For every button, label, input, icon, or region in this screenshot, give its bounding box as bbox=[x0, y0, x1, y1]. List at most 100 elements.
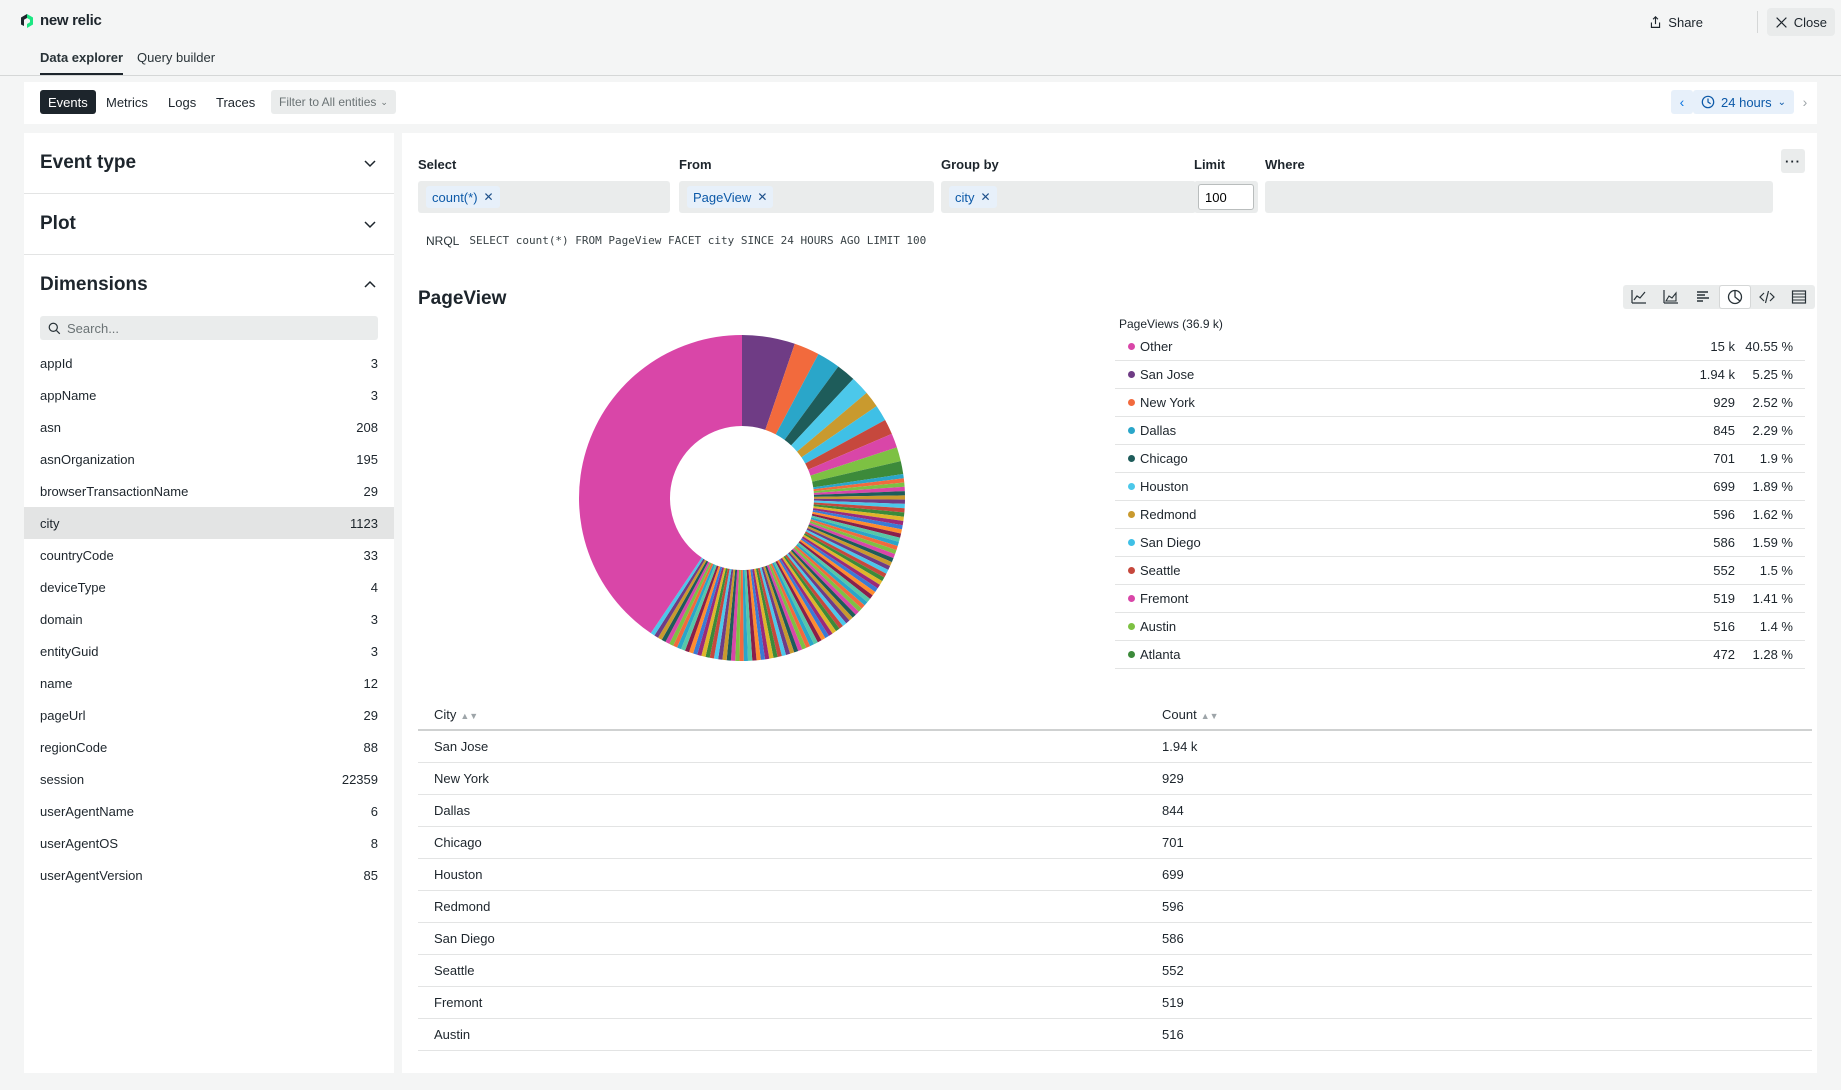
pie-slice[interactable] bbox=[579, 335, 742, 634]
time-range-dropdown[interactable]: 24 hours ⌄ bbox=[1693, 90, 1794, 114]
tab-query-builder[interactable]: Query builder bbox=[137, 50, 216, 65]
from-field[interactable]: PageView ✕ bbox=[679, 181, 934, 213]
pie-slice[interactable] bbox=[673, 563, 714, 648]
pie-slice[interactable] bbox=[807, 526, 892, 567]
pie-slice[interactable] bbox=[813, 498, 905, 504]
pie-slice[interactable] bbox=[811, 513, 902, 538]
dimension-item-appName[interactable]: appName 3 bbox=[24, 379, 394, 411]
pie-slice[interactable] bbox=[744, 569, 753, 661]
pie-slice[interactable] bbox=[722, 569, 736, 661]
pie-slice[interactable] bbox=[812, 510, 903, 530]
previous-time-button[interactable]: ‹ bbox=[1671, 90, 1694, 114]
pie-slice[interactable] bbox=[813, 486, 905, 495]
pie-slice[interactable] bbox=[684, 565, 719, 653]
pie-slice[interactable] bbox=[718, 569, 734, 660]
pie-slice[interactable] bbox=[781, 556, 837, 634]
pie-slice[interactable] bbox=[792, 548, 859, 615]
pie-slice[interactable] bbox=[805, 529, 889, 574]
nrql-query[interactable]: SELECT count(*) FROM PageView FACET city… bbox=[469, 234, 927, 247]
pie-slice[interactable] bbox=[750, 569, 766, 660]
pie-slice[interactable] bbox=[742, 335, 795, 430]
pie-slice[interactable] bbox=[790, 549, 856, 618]
legend-item[interactable]: Redmond 596 1.62 % bbox=[1115, 501, 1805, 529]
pie-slice[interactable] bbox=[746, 569, 757, 661]
tab-data-explorer[interactable]: Data explorer bbox=[40, 50, 124, 75]
tab-traces[interactable]: Traces bbox=[216, 94, 256, 110]
pie-slice[interactable] bbox=[770, 563, 811, 648]
pie-slice[interactable] bbox=[772, 562, 814, 647]
dimension-item-userAgentVersion[interactable]: userAgentVersion 85 bbox=[24, 859, 394, 891]
pie-slice[interactable] bbox=[784, 366, 854, 446]
legend-item[interactable]: New York 929 2.52 % bbox=[1115, 389, 1805, 417]
pie-slice[interactable] bbox=[810, 517, 899, 547]
pie-slice[interactable] bbox=[705, 568, 728, 658]
pie-slice[interactable] bbox=[797, 392, 877, 458]
group-by-field[interactable]: city ✕ bbox=[941, 181, 1196, 213]
pie-slice[interactable] bbox=[797, 542, 871, 603]
table-row[interactable]: New York 929 bbox=[418, 763, 1812, 795]
dimension-item-asn[interactable]: asn 208 bbox=[24, 411, 394, 443]
dimension-item-session[interactable]: session 22359 bbox=[24, 763, 394, 795]
area-chart-button[interactable] bbox=[1655, 285, 1687, 309]
pie-slice[interactable] bbox=[775, 354, 839, 440]
pie-slice[interactable] bbox=[808, 433, 897, 476]
pie-slice[interactable] bbox=[739, 569, 744, 661]
where-field[interactable] bbox=[1265, 181, 1773, 213]
dimension-item-userAgentName[interactable]: userAgentName 6 bbox=[24, 795, 394, 827]
pie-slice[interactable] bbox=[658, 559, 707, 640]
dimension-item-userAgentOS[interactable]: userAgentOS 8 bbox=[24, 827, 394, 859]
pie-slice[interactable] bbox=[813, 482, 905, 494]
pie-slice[interactable] bbox=[810, 447, 901, 482]
pie-slice[interactable] bbox=[757, 567, 782, 658]
pie-slice[interactable] bbox=[752, 568, 770, 660]
legend-item[interactable]: Atlanta 472 1.28 % bbox=[1115, 641, 1805, 669]
pie-slice[interactable] bbox=[813, 502, 905, 513]
pie-slice[interactable] bbox=[650, 557, 704, 636]
plot-section[interactable]: Plot bbox=[24, 194, 394, 255]
pie-slice[interactable] bbox=[755, 568, 778, 658]
pie-slice[interactable] bbox=[735, 569, 741, 661]
from-chip[interactable]: PageView ✕ bbox=[687, 186, 774, 208]
table-row[interactable]: Seattle 552 bbox=[418, 955, 1812, 987]
pie-slice[interactable] bbox=[806, 528, 891, 570]
legend-item[interactable]: Dallas 845 2.29 % bbox=[1115, 417, 1805, 445]
pie-slice[interactable] bbox=[811, 515, 901, 542]
pie-slice[interactable] bbox=[759, 567, 786, 657]
pie-slice[interactable] bbox=[681, 564, 717, 651]
pie-slice[interactable] bbox=[812, 508, 904, 526]
json-button[interactable] bbox=[1751, 285, 1783, 309]
pie-slice[interactable] bbox=[805, 420, 892, 470]
pie-slice[interactable] bbox=[748, 569, 761, 661]
legend-item[interactable]: San Jose 1.94 k 5.25 % bbox=[1115, 361, 1805, 389]
pie-slice[interactable] bbox=[773, 561, 818, 645]
dimension-item-asnOrganization[interactable]: asnOrganization 195 bbox=[24, 443, 394, 475]
event-type-section[interactable]: Event type bbox=[24, 133, 394, 194]
select-field[interactable]: count(*) ✕ bbox=[418, 181, 670, 213]
pie-slice[interactable] bbox=[665, 561, 710, 644]
pie-slice[interactable] bbox=[799, 539, 876, 596]
dimension-item-entityGuid[interactable]: entityGuid 3 bbox=[24, 635, 394, 667]
pie-slice[interactable] bbox=[768, 564, 807, 650]
table-row[interactable]: San Jose 1.94 k bbox=[418, 731, 1812, 763]
pie-slice[interactable] bbox=[810, 519, 898, 551]
limit-input[interactable] bbox=[1198, 184, 1254, 210]
pie-slice[interactable] bbox=[813, 506, 904, 521]
pie-slice[interactable] bbox=[789, 550, 853, 621]
remove-icon[interactable]: ✕ bbox=[980, 190, 991, 204]
pie-slice[interactable] bbox=[809, 521, 897, 555]
pie-slice[interactable] bbox=[701, 567, 726, 657]
pie-slice[interactable] bbox=[677, 564, 716, 650]
pie-slice[interactable] bbox=[777, 559, 826, 641]
pie-slice[interactable] bbox=[742, 569, 749, 661]
pie-slice[interactable] bbox=[713, 568, 732, 660]
table-row[interactable]: Dallas 844 bbox=[418, 795, 1812, 827]
pie-slice[interactable] bbox=[804, 531, 887, 578]
dimension-item-appId[interactable]: appId 3 bbox=[24, 347, 394, 379]
entity-filter-dropdown[interactable]: Filter to All entities ⌄ bbox=[271, 90, 396, 114]
pie-slice[interactable] bbox=[763, 566, 795, 654]
legend-item[interactable]: Chicago 701 1.9 % bbox=[1115, 445, 1805, 473]
tab-events[interactable]: Events bbox=[40, 90, 96, 114]
legend-item[interactable]: San Diego 586 1.59 % bbox=[1115, 529, 1805, 557]
pie-slice[interactable] bbox=[780, 557, 833, 636]
pie-slice[interactable] bbox=[801, 406, 886, 464]
